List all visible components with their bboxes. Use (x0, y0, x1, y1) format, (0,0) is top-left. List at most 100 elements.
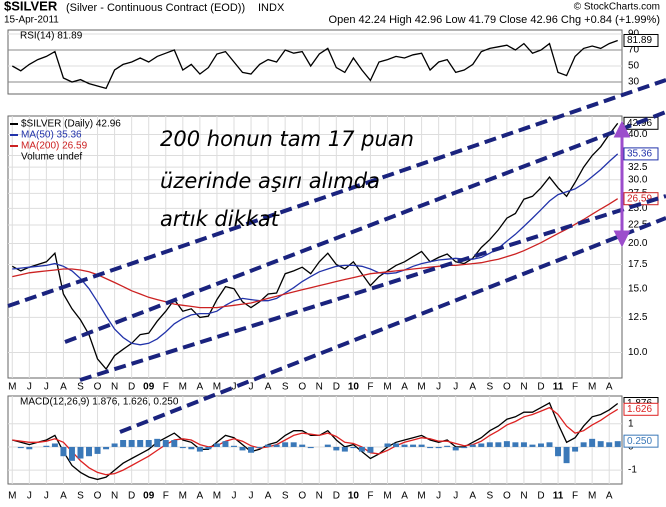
y-tick-label: 22.5 (628, 220, 648, 231)
x-tick-label: N (520, 491, 527, 502)
histogram-bar (17, 446, 24, 449)
histogram-bar (546, 442, 553, 447)
x-tick-label: O (503, 382, 511, 393)
value-tag-label: 26.59 (627, 193, 652, 204)
histogram-bar (606, 442, 613, 447)
x-tick-label: A (265, 491, 272, 502)
x-tick-label: S (486, 382, 493, 393)
y-tick-label: 12.5 (628, 312, 648, 323)
x-tick-label: J (453, 382, 458, 393)
panel-frame (7, 29, 623, 95)
histogram-bar (120, 440, 127, 447)
x-tick-label: A (469, 382, 476, 393)
histogram-bar (196, 446, 203, 452)
histogram-bar (555, 446, 562, 457)
histogram-bar (103, 446, 110, 450)
x-tick-label: F (163, 382, 169, 393)
x-tick-label: M (8, 491, 16, 502)
histogram-bar (68, 446, 75, 461)
exchange: INDX (258, 2, 285, 14)
histogram-bar (520, 442, 527, 447)
credit: © StockCharts.com (574, 2, 660, 13)
y-tick-label: 20.0 (628, 238, 648, 249)
x-tick-label: D (537, 491, 544, 502)
histogram-bar (26, 446, 33, 450)
histogram-bar (171, 440, 178, 447)
x-tick-label: 10 (348, 491, 360, 502)
instrument-name: (Silver - Continuous Contract (EOD)) (66, 2, 245, 14)
histogram-bar (60, 446, 67, 457)
histogram-bar (589, 438, 596, 447)
histogram-bar (145, 440, 152, 447)
x-tick-label: N (316, 382, 323, 393)
arrow-head (613, 120, 631, 138)
x-tick-label: F (572, 382, 578, 393)
histogram-bar (401, 444, 408, 447)
value-tag-label: 35.36 (627, 149, 652, 160)
histogram-bar (179, 446, 186, 449)
series-line (12, 198, 619, 309)
x-tick-label: J (231, 491, 236, 502)
x-tick-label: D (128, 491, 135, 502)
panel-frame (7, 395, 623, 485)
x-tick-label: O (298, 382, 306, 393)
x-tick-label: F (572, 491, 578, 502)
value-tag (623, 434, 659, 448)
x-tick-label: F (367, 491, 373, 502)
x-tick-label: J (44, 382, 49, 393)
trendlines (7, 78, 666, 434)
y-tick-label: 30.0 (628, 174, 648, 185)
x-tick-label: N (111, 491, 118, 502)
x-tick-label: N (520, 382, 527, 393)
histogram-bar (128, 440, 135, 447)
x-tick-label: A (197, 382, 204, 393)
x-tick-label: O (94, 491, 102, 502)
annotation: artık dikkat (160, 207, 280, 231)
symbol: $SILVER (4, 0, 58, 13)
histogram-bar (503, 441, 510, 447)
histogram-bar (367, 446, 374, 453)
x-tick-label: N (111, 382, 118, 393)
y-tick-label: 50 (628, 61, 640, 72)
y-tick-label: -1 (628, 465, 637, 476)
x-tick-label: A (469, 491, 476, 502)
series-line (12, 406, 619, 476)
annotation: üzerinde aşırı alımda (160, 169, 380, 193)
x-tick-label: S (486, 491, 493, 502)
x-tick-label: J (453, 491, 458, 502)
histogram-bar (597, 441, 604, 447)
x-tick-label: O (298, 491, 306, 502)
x-tick-label: 11 (553, 382, 564, 393)
histogram-bar (393, 443, 399, 447)
arrow (613, 120, 631, 248)
histogram-bar (444, 445, 451, 447)
legend-label: MA(50) 35.36 (21, 130, 82, 141)
x-tick-label: M (383, 382, 391, 393)
value-tag (623, 33, 659, 47)
histogram-bar (239, 446, 246, 451)
histogram-bar (495, 442, 502, 447)
y-tick-label: 40.0 (628, 129, 648, 140)
histogram-bar (538, 443, 544, 447)
legend-label: MA(200) 26.59 (21, 141, 88, 152)
histogram-bar (154, 438, 161, 447)
x-tick-label: M (588, 382, 596, 393)
x-tick-label: M (179, 382, 187, 393)
y-tick-label: 17.5 (628, 259, 648, 270)
y-tick-label: 30 (628, 77, 640, 88)
x-tick-label: D (333, 382, 340, 393)
date: 15-Apr-2011 (4, 15, 59, 26)
y-tick-label: 1 (628, 418, 634, 429)
arrow-head (613, 230, 631, 248)
series-line (11, 39, 618, 90)
x-tick-label: M (383, 491, 391, 502)
histogram-bar (461, 446, 468, 449)
histogram-bar (248, 446, 255, 453)
annotation: 200 honun tam 17 puan (160, 127, 414, 151)
histogram-bar (299, 444, 306, 447)
histogram-bar (486, 442, 493, 447)
x-tick-label: M (213, 491, 221, 502)
histogram-bar (188, 446, 195, 450)
histogram-bar (529, 444, 536, 447)
x-tick-label: A (606, 491, 613, 502)
